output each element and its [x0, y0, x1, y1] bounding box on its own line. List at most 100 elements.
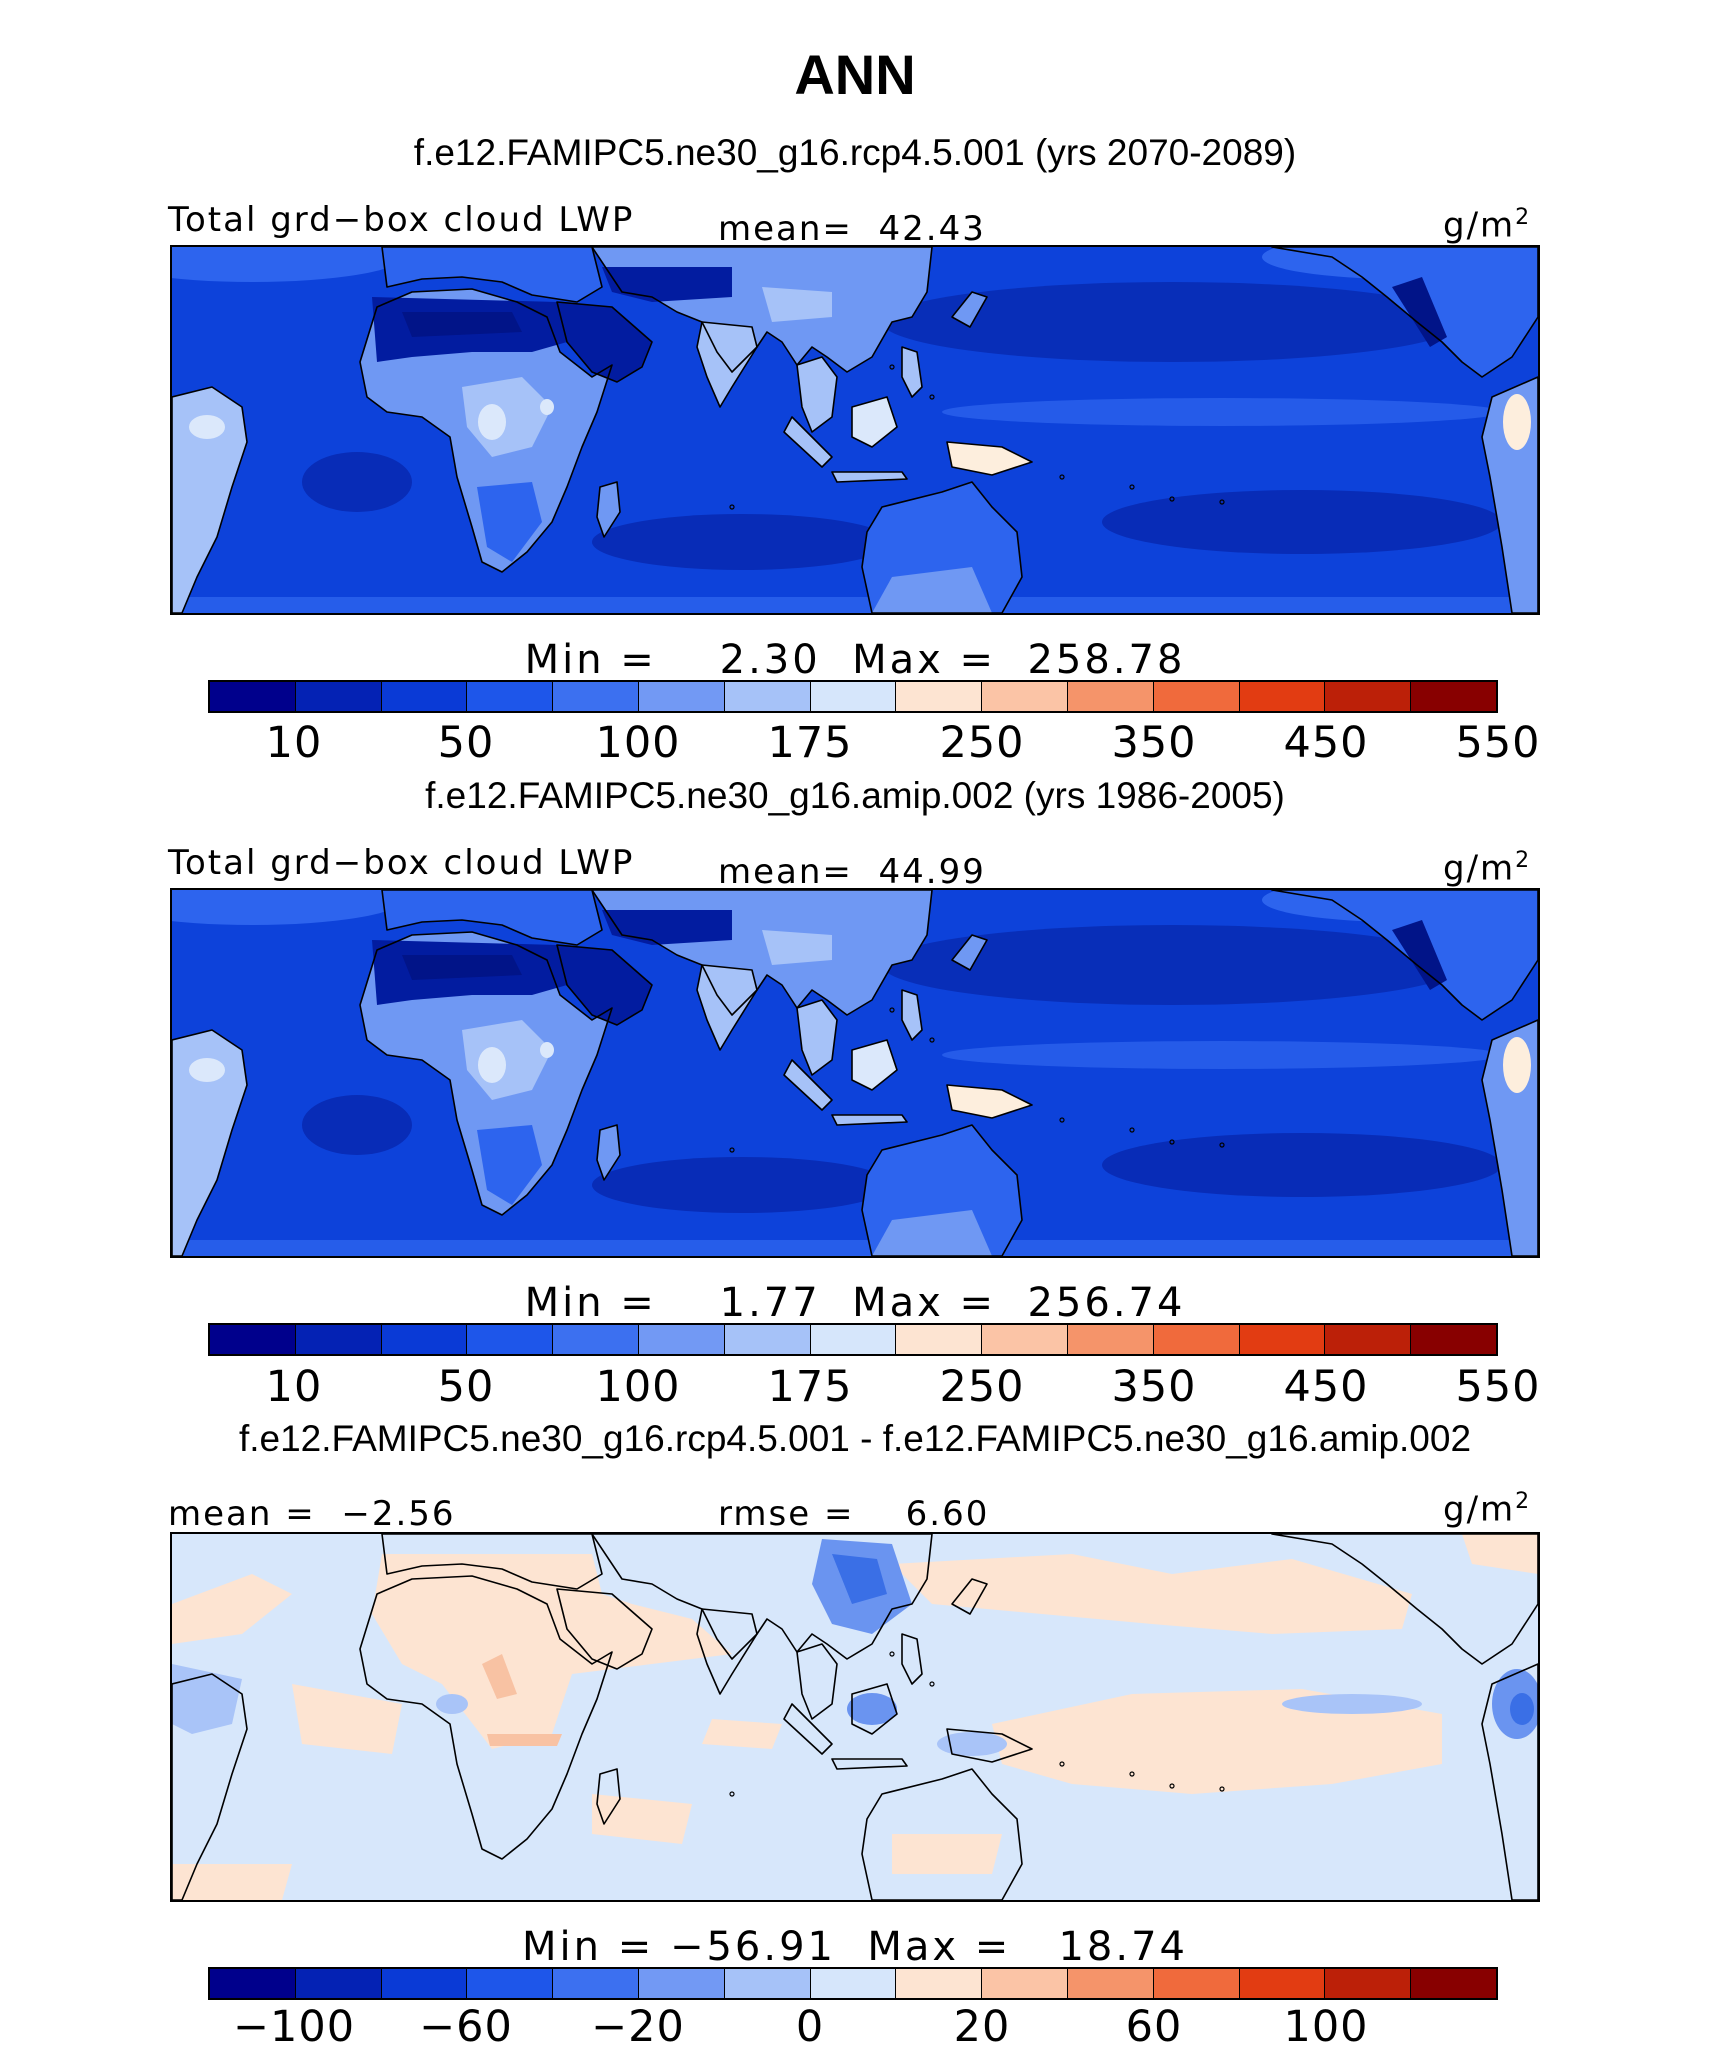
colorbar-tick-label: 250 — [939, 1362, 1025, 1412]
indian-ocean-low — [592, 514, 892, 570]
colorbar-swatch — [1153, 682, 1240, 711]
panel1-mean-label: mean= 42.43 — [718, 209, 986, 249]
central-africa-strong-positive — [487, 1734, 562, 1746]
new-guinea-coastline — [946, 1728, 1033, 1763]
sh-pacific-low — [1102, 490, 1502, 554]
southeast-asia — [797, 1000, 837, 1075]
colorbar-swatch — [295, 1325, 382, 1354]
colorbar-swatch — [1411, 1969, 1496, 1998]
south-america-coastline — [172, 1673, 248, 1900]
southern-ocean-band — [172, 1240, 1538, 1256]
colorbar-tick-label: 10 — [265, 1362, 323, 1412]
east-africa-peak — [540, 1042, 554, 1058]
island-outline — [1219, 1786, 1225, 1792]
colorbar-swatch — [1239, 682, 1326, 711]
colorbar-tick-label: 60 — [1125, 2002, 1183, 2052]
island-outline — [729, 504, 735, 510]
panel2-min-max: Min = 1.77 Max = 256.74 — [524, 1280, 1186, 1326]
panel3-colorbar-ticks: −100 −60 −20 0 20 60 100 — [208, 2002, 1498, 2052]
colorbar-swatch — [553, 1969, 639, 1998]
panel1-case-title: f.e12.FAMIPC5.ne30_g16.rcp4.5.001 (yrs 2… — [413, 132, 1297, 173]
southern-africa — [477, 1125, 542, 1205]
north-pacific-positive — [892, 1554, 1412, 1634]
colorbar-swatch — [1067, 682, 1154, 711]
nh-subtropical-low — [882, 925, 1462, 1005]
europe-land — [382, 247, 602, 302]
island-outline — [929, 1037, 935, 1043]
north-atlantic-storm — [172, 247, 402, 282]
panel2-colorbar-ticks: 10 50 100 175 250 350 450 550 — [208, 1362, 1540, 1412]
panel2-units-base: g/m — [1443, 848, 1516, 889]
panel1-colorbar — [208, 680, 1498, 713]
sahara-core — [402, 955, 522, 980]
borneo-coastline — [851, 396, 898, 448]
southern-africa — [477, 482, 542, 562]
colorbar-tick-label: 350 — [1111, 1362, 1197, 1412]
philippines-coastline — [901, 989, 923, 1041]
colorbar-swatch — [1411, 682, 1496, 711]
southeast-asia-coastline — [796, 356, 838, 433]
colorbar-swatch — [724, 1969, 811, 1998]
sumatra-coastline — [783, 1059, 833, 1111]
panel1-map-svg — [172, 247, 1538, 613]
colorbar-swatch — [638, 1325, 725, 1354]
madagascar-coastline — [596, 1768, 621, 1825]
colorbar-swatch — [724, 682, 811, 711]
colorbar-tick-label: 550 — [1455, 1362, 1541, 1412]
java-coastline — [831, 1114, 908, 1126]
panel1-units-exp: 2 — [1515, 205, 1532, 230]
island-outline — [929, 394, 935, 400]
australia-south — [872, 1210, 992, 1256]
colorbar-swatch — [1239, 1325, 1326, 1354]
europe-coastline — [381, 247, 603, 303]
colorbar-tick-label: −20 — [591, 2002, 685, 2052]
island-outline — [1129, 1127, 1135, 1133]
colorbar-swatch — [1067, 1325, 1154, 1354]
congo-peak — [478, 1047, 506, 1083]
panel3-map — [170, 1532, 1540, 1902]
sumatra — [784, 417, 832, 467]
atlantic-positive — [172, 1574, 292, 1644]
europe-coastline — [381, 1534, 603, 1590]
panel2-mean-label: mean= 44.99 — [718, 852, 986, 892]
colorbar-swatch — [810, 682, 897, 711]
philippines-coastline — [901, 1633, 923, 1685]
colorbar-swatch — [724, 1325, 811, 1354]
colorbar-swatch — [381, 1969, 468, 1998]
colorbar-tick-label: 100 — [595, 1362, 681, 1412]
south-america-west-coastline — [1481, 1019, 1538, 1256]
panel3-units-exp: 2 — [1515, 1489, 1532, 1514]
new-guinea — [947, 1085, 1032, 1118]
colorbar-swatch — [553, 1325, 639, 1354]
japan-coastline — [951, 934, 988, 971]
north-atlantic-storm — [172, 890, 402, 925]
madagascar-positive — [592, 1794, 692, 1844]
tibet — [762, 287, 832, 322]
colorbar-swatch — [1325, 1325, 1412, 1354]
south-america-coastline — [172, 386, 248, 613]
pacific-itcz-negative — [1282, 1694, 1422, 1714]
figure-title: ANN — [794, 43, 916, 106]
colorbar-tick-label: 350 — [1111, 718, 1197, 768]
sh-pacific-low — [1102, 1133, 1502, 1197]
colorbar-tick-label: −100 — [232, 2002, 356, 2052]
southeast-asia-coastline — [796, 999, 838, 1076]
west-africa-negative — [436, 1694, 468, 1714]
colombia-peak — [1503, 1037, 1531, 1093]
colorbar-swatch — [553, 682, 639, 711]
island-outline — [929, 1681, 935, 1687]
new-guinea — [947, 442, 1032, 475]
colorbar-swatch — [982, 1969, 1068, 1998]
panel2-variable-label: Total grd−box cloud LWP — [168, 843, 635, 883]
island-outline — [889, 364, 895, 370]
south-america-east — [172, 1030, 247, 1256]
panel2-case-title: f.e12.FAMIPC5.ne30_g16.amip.002 (yrs 198… — [425, 775, 1285, 816]
tibet — [762, 930, 832, 965]
java-coastline — [831, 471, 908, 483]
indian-ocean-low — [592, 1157, 892, 1213]
madagascar — [597, 1125, 620, 1180]
colombia-strong-negative — [1510, 1693, 1534, 1725]
africa-coastline — [359, 931, 613, 1216]
colorbar-swatch — [381, 1325, 468, 1354]
java-coastline — [831, 1758, 908, 1770]
